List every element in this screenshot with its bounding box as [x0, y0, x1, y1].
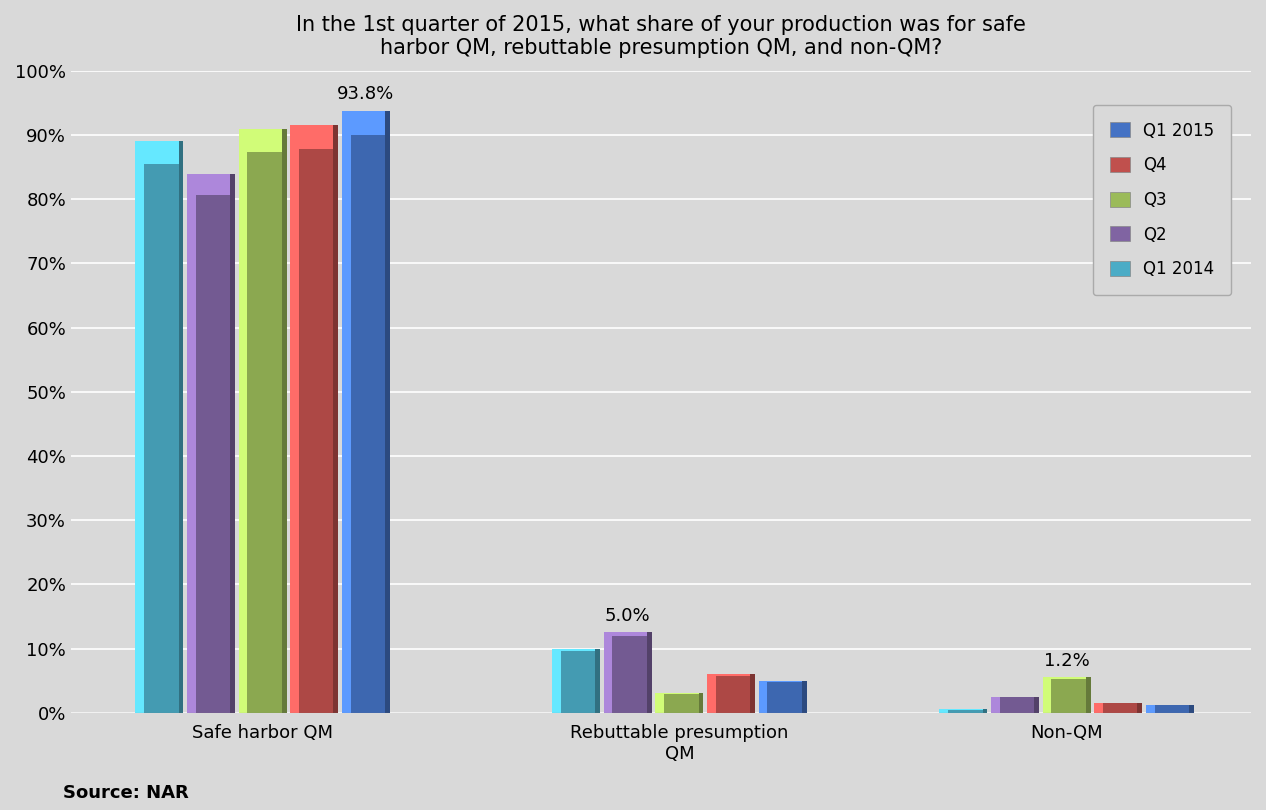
Bar	[706, 674, 755, 713]
Bar	[751, 674, 755, 713]
Bar	[991, 697, 1039, 713]
Bar	[595, 649, 600, 713]
Bar	[135, 142, 184, 713]
Bar	[699, 693, 704, 713]
Bar	[1094, 703, 1103, 713]
Bar	[758, 680, 806, 713]
Bar	[342, 111, 390, 713]
Bar	[187, 173, 235, 713]
Bar	[135, 142, 184, 164]
Bar	[333, 126, 338, 713]
Bar	[187, 173, 235, 195]
Title: In the 1st quarter of 2015, what share of your production was for safe
harbor QM: In the 1st quarter of 2015, what share o…	[296, 15, 1025, 58]
Bar	[552, 649, 600, 713]
Bar	[604, 633, 613, 713]
Bar	[239, 129, 247, 713]
Bar	[706, 674, 755, 676]
Bar	[604, 633, 652, 713]
Bar	[706, 674, 715, 713]
Bar	[230, 173, 235, 713]
Bar	[290, 126, 338, 713]
Bar	[939, 710, 948, 713]
Text: 93.8%: 93.8%	[337, 85, 395, 103]
Legend: Q1 2015, Q4, Q3, Q2, Q1 2014: Q1 2015, Q4, Q3, Q2, Q1 2014	[1093, 104, 1231, 295]
Text: 5.0%: 5.0%	[605, 607, 651, 625]
Bar	[290, 126, 299, 713]
Bar	[604, 633, 652, 636]
Bar	[342, 111, 390, 134]
Bar	[1034, 697, 1039, 713]
Text: 1.2%: 1.2%	[1043, 652, 1090, 670]
Bar	[991, 697, 1000, 713]
Bar	[939, 710, 987, 713]
Bar	[239, 129, 286, 713]
Bar	[552, 649, 561, 713]
Text: Source: NAR: Source: NAR	[63, 784, 189, 802]
Bar	[179, 142, 184, 713]
Bar	[385, 111, 390, 713]
Bar	[1137, 703, 1142, 713]
Bar	[1043, 677, 1051, 713]
Bar	[187, 173, 196, 713]
Bar	[656, 693, 665, 713]
Bar	[1094, 703, 1142, 713]
Bar	[239, 129, 286, 152]
Bar	[342, 111, 351, 713]
Bar	[758, 680, 806, 682]
Bar	[290, 126, 338, 149]
Bar	[1086, 677, 1090, 713]
Bar	[1043, 677, 1090, 679]
Bar	[552, 649, 600, 651]
Bar	[801, 680, 806, 713]
Bar	[1043, 677, 1090, 713]
Bar	[1146, 705, 1194, 713]
Bar	[758, 680, 767, 713]
Bar	[656, 693, 704, 713]
Bar	[135, 142, 144, 713]
Bar	[1146, 705, 1155, 713]
Bar	[647, 633, 652, 713]
Bar	[982, 710, 987, 713]
Bar	[1189, 705, 1194, 713]
Bar	[282, 129, 286, 713]
